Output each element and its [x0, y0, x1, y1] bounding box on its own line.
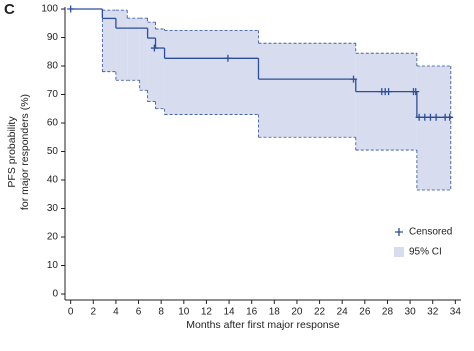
x-tick-label: 2: [91, 307, 97, 318]
censor-mark: [150, 44, 158, 52]
y-tick-label: 50: [47, 146, 59, 157]
y-tick-label: 10: [47, 260, 59, 271]
x-tick-label: 28: [382, 307, 394, 318]
y-tick-label: 40: [47, 175, 59, 186]
legend-label: 95% CI: [409, 247, 442, 258]
ci-band: [115, 10, 128, 81]
x-tick-label: 16: [246, 307, 258, 318]
ci-band: [147, 22, 156, 102]
ci-band: [102, 10, 116, 72]
x-tick-label: 26: [359, 307, 371, 318]
x-tick-label: 24: [337, 307, 349, 318]
x-tick-label: 22: [314, 307, 326, 318]
x-axis-label: Months after first major response: [186, 319, 340, 331]
censor-mark: [385, 88, 393, 96]
legend-label: Censored: [409, 227, 452, 238]
ci-band: [127, 18, 140, 81]
censor-mark: [446, 113, 454, 121]
legend-ci-swatch: [394, 247, 404, 257]
ci-band: [155, 28, 165, 109]
censor-mark: [350, 75, 358, 83]
y-tick-label: 0: [52, 289, 58, 300]
y-tick-label: 70: [47, 89, 59, 100]
censor-mark: [432, 113, 440, 121]
ci-band: [416, 66, 451, 190]
ci-band: [139, 18, 148, 91]
ci-band: [355, 53, 417, 151]
ci-band: [164, 30, 259, 115]
x-tick-label: 8: [158, 307, 164, 318]
y-tick-label: 30: [47, 203, 59, 214]
x-tick-label: 6: [136, 307, 142, 318]
censor-mark: [412, 88, 420, 96]
x-tick-label: 14: [223, 307, 235, 318]
x-tick-label: 30: [405, 307, 417, 318]
x-tick-label: 12: [201, 307, 213, 318]
x-tick-label: 20: [291, 307, 303, 318]
y-axis-label: PFS probability: [6, 116, 18, 188]
ci-band: [258, 43, 356, 138]
x-tick-label: 4: [113, 307, 119, 318]
x-tick-label: 0: [68, 307, 74, 318]
x-tick-label: 10: [178, 307, 190, 318]
y-tick-label: 60: [47, 118, 59, 129]
censor-mark: [224, 54, 232, 62]
x-tick-label: 34: [450, 307, 462, 318]
y-tick-label: 100: [41, 4, 58, 15]
legend-censor-mark: [395, 228, 403, 236]
y-tick-label: 90: [47, 32, 59, 43]
y-tick-label: 80: [47, 61, 59, 72]
panel-label: C: [4, 1, 15, 18]
y-axis-label: for major responders (%): [19, 94, 31, 210]
y-tick-label: 20: [47, 232, 59, 243]
x-tick-label: 18: [269, 307, 281, 318]
censor-mark: [67, 5, 75, 13]
x-tick-label: 32: [427, 307, 439, 318]
